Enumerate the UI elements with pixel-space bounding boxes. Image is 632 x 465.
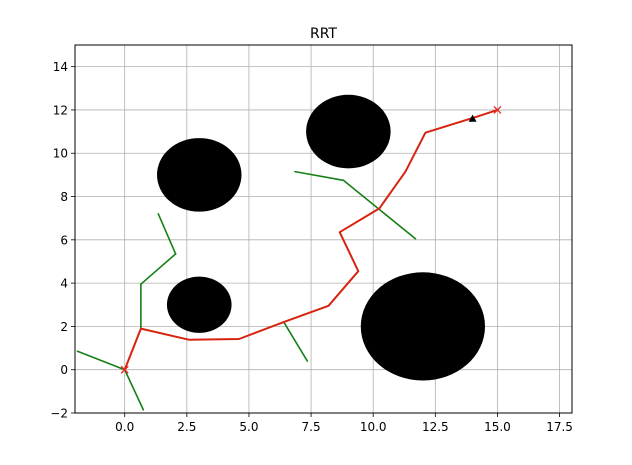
chart-title: RRT: [310, 26, 337, 42]
y-tick-label: −2: [50, 407, 68, 421]
cross-stroke: [120, 365, 129, 374]
y-tick-label: 0: [60, 363, 68, 377]
y-tick-label: 2: [60, 320, 68, 334]
tree-edge: [282, 321, 309, 362]
path-line: [123, 108, 499, 371]
x-tick-label: 12.5: [422, 420, 449, 434]
obstacle-circle: [157, 138, 242, 212]
cross-marker: [493, 105, 502, 114]
y-tick-label: 4: [60, 277, 68, 291]
markers: [120, 105, 502, 374]
cross-marker: [120, 365, 129, 374]
triangle-marker: [468, 114, 477, 122]
obstacle-circle: [166, 276, 232, 333]
x-tick-label: 10.0: [360, 420, 387, 434]
tree-edge: [76, 350, 126, 371]
x-tick-label: 0.0: [115, 420, 134, 434]
rrt-path: [123, 108, 499, 371]
grid-lines: [75, 45, 572, 414]
tree-edge: [123, 368, 145, 411]
y-tick-label: 10: [53, 147, 68, 161]
tree-edge: [294, 170, 345, 182]
x-tick-label: 17.5: [546, 420, 573, 434]
x-axis: 0.0 2.5 5.0 7.5 10.0 12.5 15.0 17.5: [115, 413, 573, 434]
obstacle-circle: [360, 272, 486, 381]
obstacles: [157, 94, 486, 381]
plot-frame: [74, 44, 573, 414]
y-tick-label: 14: [53, 60, 68, 74]
y-tick-label: 12: [53, 103, 68, 117]
y-axis: −2 0 2 4 6 8 10 12 14: [50, 60, 75, 421]
obstacle-circle: [306, 94, 391, 169]
x-tick-label: 5.0: [239, 420, 258, 434]
tree-edge: [140, 253, 177, 286]
y-tick-label: 8: [60, 190, 68, 204]
x-tick-label: 2.5: [177, 420, 196, 434]
rrt-tree: [76, 170, 417, 411]
y-tick-label: 6: [60, 233, 68, 247]
cross-stroke: [493, 105, 502, 114]
tree-edge: [157, 213, 177, 255]
x-tick-label: 15.0: [484, 420, 511, 434]
x-tick-label: 7.5: [302, 420, 321, 434]
